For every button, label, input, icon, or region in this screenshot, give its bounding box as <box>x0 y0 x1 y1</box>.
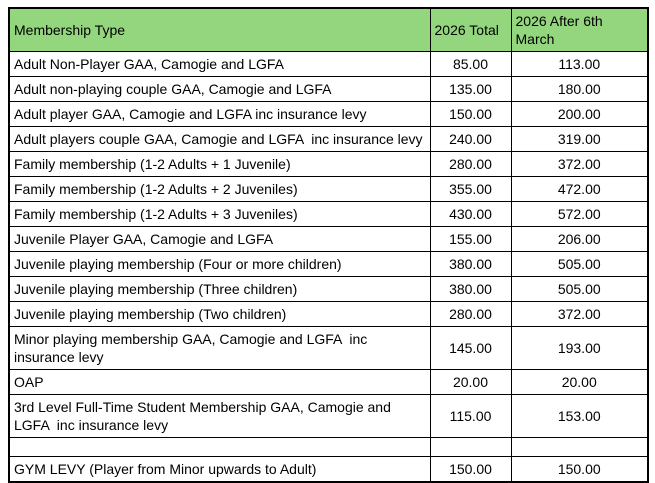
membership-type-cell: Juvenile Player GAA, Camogie and LGFA <box>8 226 431 252</box>
membership-type-cell: Family membership (1-2 Adults + 1 Juveni… <box>8 151 431 177</box>
total-2026-cell: 240.00 <box>429 126 512 152</box>
membership-type-cell: Juvenile playing membership (Two childre… <box>8 301 431 327</box>
table-row: Juvenile playing membership (Four or mor… <box>8 251 649 277</box>
after-march-cell: 319.00 <box>510 126 649 152</box>
after-march-cell: 20.00 <box>510 369 649 395</box>
table-row: Adult player GAA, Camogie and LGFA inc i… <box>8 101 649 127</box>
total-2026-cell: 150.00 <box>429 456 512 483</box>
table-row: Adult non-playing couple GAA, Camogie an… <box>8 76 649 102</box>
membership-type-cell: Adult players couple GAA, Camogie and LG… <box>8 126 431 152</box>
table-row: Adult players couple GAA, Camogie and LG… <box>8 126 649 152</box>
after-march-cell: 150.00 <box>510 456 649 483</box>
membership-type-cell: Adult player GAA, Camogie and LGFA inc i… <box>8 101 431 127</box>
membership-type-cell: Family membership (1-2 Adults + 3 Juveni… <box>8 201 431 227</box>
total-2026-cell: 150.00 <box>429 101 512 127</box>
membership-type-cell: GYM LEVY (Player from Minor upwards to A… <box>8 456 431 483</box>
total-2026-cell: 115.00 <box>429 394 512 438</box>
table-row: 3rd Level Full-Time Student Membership G… <box>8 394 649 438</box>
table-row: OAP 20.00 20.00 <box>8 369 649 395</box>
total-2026-cell <box>429 437 512 457</box>
after-march-cell: 193.00 <box>510 326 649 370</box>
table-row-empty <box>8 437 649 457</box>
membership-type-cell: OAP <box>8 369 431 395</box>
table-row: Juvenile playing membership (Three child… <box>8 276 649 302</box>
membership-type-cell: Minor playing membership GAA, Camogie an… <box>8 326 431 370</box>
membership-type-cell: Adult Non-Player GAA, Camogie and LGFA <box>8 51 431 77</box>
after-march-cell: 180.00 <box>510 76 649 102</box>
membership-type-cell: Family membership (1-2 Adults + 2 Juveni… <box>8 176 431 202</box>
after-march-cell: 206.00 <box>510 226 649 252</box>
total-2026-cell: 430.00 <box>429 201 512 227</box>
table-row: Family membership (1-2 Adults + 2 Juveni… <box>8 176 649 202</box>
total-2026-cell: 85.00 <box>429 51 512 77</box>
after-march-cell: 153.00 <box>510 394 649 438</box>
after-march-cell: 505.00 <box>510 251 649 277</box>
table-row: GYM LEVY (Player from Minor upwards to A… <box>8 456 649 483</box>
total-2026-cell: 280.00 <box>429 301 512 327</box>
membership-type-cell <box>8 437 431 457</box>
after-march-cell: 505.00 <box>510 276 649 302</box>
after-march-cell: 113.00 <box>510 51 649 77</box>
total-2026-cell: 135.00 <box>429 76 512 102</box>
after-march-cell: 372.00 <box>510 301 649 327</box>
table-row: Adult Non-Player GAA, Camogie and LGFA 8… <box>8 51 649 77</box>
membership-type-cell: 3rd Level Full-Time Student Membership G… <box>8 394 431 438</box>
table-row: Juvenile playing membership (Two childre… <box>8 301 649 327</box>
total-2026-cell: 280.00 <box>429 151 512 177</box>
table-row: Minor playing membership GAA, Camogie an… <box>8 326 649 370</box>
membership-type-cell: Juvenile playing membership (Four or mor… <box>8 251 431 277</box>
column-header-2026-after-6th-march: 2026 After 6th March <box>510 7 649 52</box>
table-row: Juvenile Player GAA, Camogie and LGFA 15… <box>8 226 649 252</box>
total-2026-cell: 355.00 <box>429 176 512 202</box>
total-2026-cell: 20.00 <box>429 369 512 395</box>
after-march-cell: 200.00 <box>510 101 649 127</box>
table-header-row: Membership Type 2026 Total 2026 After 6t… <box>8 7 649 52</box>
after-march-cell: 472.00 <box>510 176 649 202</box>
column-header-membership-type: Membership Type <box>8 7 431 52</box>
after-march-cell: 372.00 <box>510 151 649 177</box>
membership-type-cell: Adult non-playing couple GAA, Camogie an… <box>8 76 431 102</box>
table-row: Family membership (1-2 Adults + 3 Juveni… <box>8 201 649 227</box>
total-2026-cell: 145.00 <box>429 326 512 370</box>
membership-fees-sheet: Membership Type 2026 Total 2026 After 6t… <box>8 7 649 483</box>
membership-fees-table: Membership Type 2026 Total 2026 After 6t… <box>8 7 649 483</box>
after-march-cell <box>510 437 649 457</box>
table-row: Family membership (1-2 Adults + 1 Juveni… <box>8 151 649 177</box>
after-march-cell: 572.00 <box>510 201 649 227</box>
column-header-2026-total: 2026 Total <box>429 7 512 52</box>
total-2026-cell: 155.00 <box>429 226 512 252</box>
total-2026-cell: 380.00 <box>429 251 512 277</box>
membership-type-cell: Juvenile playing membership (Three child… <box>8 276 431 302</box>
total-2026-cell: 380.00 <box>429 276 512 302</box>
